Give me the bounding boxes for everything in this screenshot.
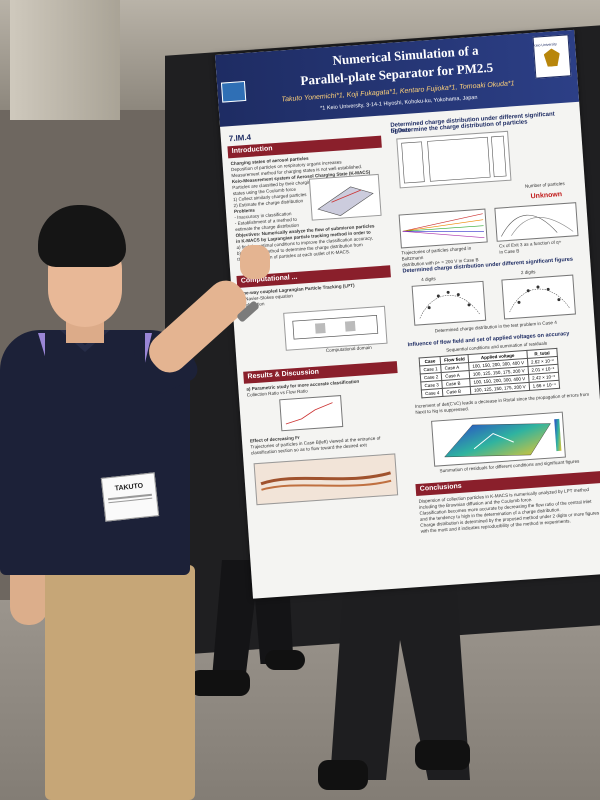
four-digits-points — [419, 290, 480, 319]
shoe — [318, 760, 368, 790]
badge-subtext — [108, 493, 153, 509]
collection-ratio-plot — [279, 395, 344, 432]
shoe — [190, 670, 250, 696]
shoe — [265, 650, 305, 670]
research-poster: Numerical Simulation of a Parallel-plate… — [215, 29, 600, 599]
khaki-pants — [45, 565, 195, 800]
two-digits-plot — [501, 274, 576, 320]
poster-id: 7.IM.4 — [228, 132, 252, 144]
unknown-label: Unknown — [530, 191, 563, 201]
collection-ratio-curve — [285, 402, 333, 425]
emblem-text: Keio University — [533, 42, 557, 48]
cx-curves — [501, 214, 574, 237]
results-text-2: Effect of decreasing Fr Trajectories of … — [250, 428, 401, 456]
two-digits-points — [509, 285, 570, 313]
unknown-label-wrap: Number of particles — [525, 180, 580, 190]
name-badge: TAKUTO — [100, 472, 160, 522]
right-arm-pointing — [141, 273, 254, 380]
pointing-hand — [240, 245, 270, 279]
charge-matrix-equation — [396, 130, 512, 189]
two-digits-label: 2 digits — [520, 269, 536, 276]
residual-surface-plot — [431, 411, 566, 467]
shoe — [415, 740, 470, 770]
conditions-table: Case Flow field Applied voltage R_total … — [418, 347, 561, 399]
k-macs-diagram — [308, 173, 382, 221]
hair — [38, 205, 126, 267]
table-cell: 1.66 × 10⁻⁴ — [528, 380, 560, 391]
k-macs-device-icon — [317, 186, 374, 216]
cx-function-plot — [494, 202, 579, 242]
lab-logo-icon — [220, 80, 247, 103]
computational-domain-figure — [283, 305, 388, 351]
university-emblem-icon: Keio University — [532, 34, 572, 79]
table-cell: Case 4 — [421, 388, 444, 398]
background-pillar — [10, 0, 120, 120]
four-digits-label: 4 digits — [420, 276, 436, 283]
trajectory-plot — [398, 208, 488, 249]
presenter: TAKUTO — [0, 205, 270, 800]
four-digits-plot — [411, 280, 487, 326]
matrix-equation-figure — [401, 135, 507, 184]
trajectory-lines — [402, 213, 485, 238]
trajectory-figure — [253, 453, 399, 506]
residual-surface — [444, 418, 562, 458]
table-cell: Case B — [442, 386, 471, 397]
domain-sketch-icon — [292, 314, 379, 340]
number-of-particles-label: Number of particles — [524, 180, 565, 189]
particle-trajectories — [260, 471, 392, 491]
badge-name: TAKUTO — [114, 482, 144, 493]
